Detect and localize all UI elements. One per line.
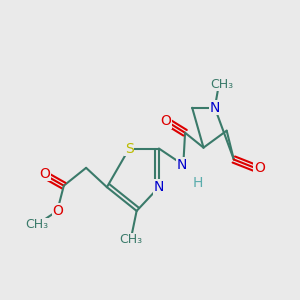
Text: N: N — [154, 180, 164, 194]
Text: O: O — [52, 204, 63, 218]
Text: O: O — [39, 167, 50, 181]
Text: H: H — [192, 176, 203, 190]
Text: O: O — [160, 114, 171, 128]
Text: N: N — [177, 158, 187, 172]
Text: S: S — [125, 142, 134, 155]
Text: CH₃: CH₃ — [119, 233, 142, 246]
Text: CH₃: CH₃ — [210, 77, 233, 91]
Text: N: N — [210, 101, 220, 115]
Text: O: O — [30, 218, 40, 231]
Text: O: O — [254, 161, 265, 176]
Text: CH₃: CH₃ — [25, 218, 48, 231]
